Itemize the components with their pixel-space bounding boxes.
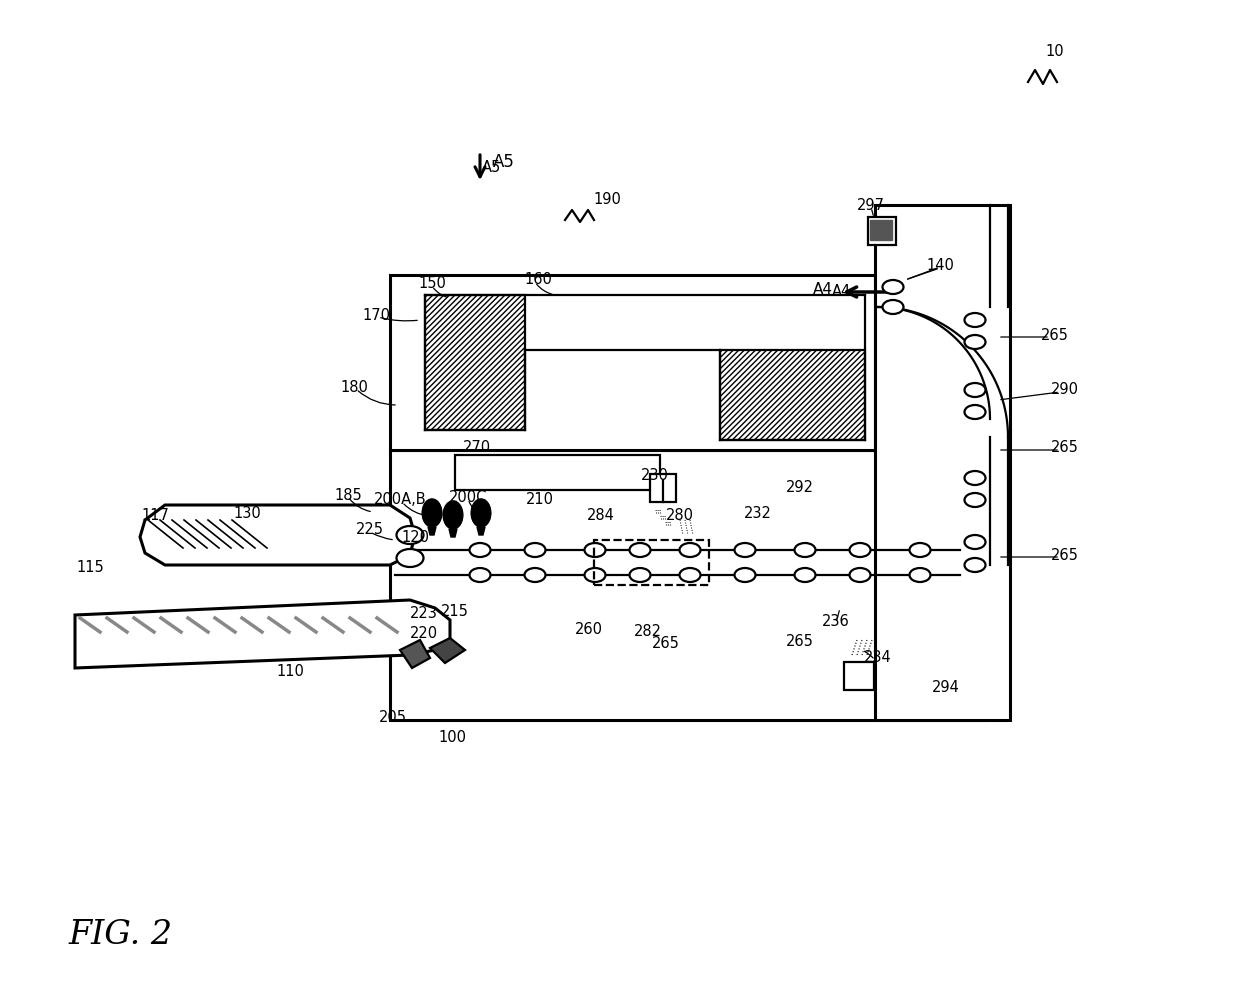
Text: A5: A5 (482, 161, 502, 176)
Text: 232: 232 (744, 506, 773, 521)
Text: 236: 236 (822, 614, 849, 629)
Ellipse shape (397, 549, 424, 567)
Ellipse shape (630, 543, 651, 557)
Text: 110: 110 (277, 663, 304, 678)
Text: 265: 265 (786, 634, 813, 648)
Ellipse shape (584, 568, 605, 582)
Text: A4: A4 (813, 282, 833, 298)
Polygon shape (430, 638, 465, 663)
Ellipse shape (965, 558, 986, 572)
Ellipse shape (965, 471, 986, 485)
Bar (391, 275, 875, 450)
Text: 205: 205 (379, 711, 407, 726)
Text: 292: 292 (786, 481, 813, 496)
Polygon shape (443, 501, 463, 529)
Text: 265: 265 (1052, 547, 1079, 562)
Ellipse shape (734, 568, 755, 582)
Text: 297: 297 (857, 198, 885, 213)
Polygon shape (74, 600, 450, 668)
Text: 150: 150 (418, 276, 446, 292)
Text: 160: 160 (525, 272, 552, 288)
Text: 230: 230 (641, 469, 668, 484)
Text: 140: 140 (926, 257, 954, 272)
Ellipse shape (470, 568, 491, 582)
Text: 284: 284 (587, 508, 615, 523)
Text: 170: 170 (362, 308, 391, 323)
Ellipse shape (883, 280, 904, 294)
Ellipse shape (965, 405, 986, 419)
Bar (868, 217, 897, 245)
Ellipse shape (965, 335, 986, 349)
Text: 265: 265 (1042, 328, 1069, 343)
Bar (455, 455, 660, 490)
Ellipse shape (680, 568, 701, 582)
Text: 290: 290 (1052, 382, 1079, 397)
Polygon shape (140, 505, 415, 565)
Text: 117: 117 (141, 508, 169, 523)
Ellipse shape (630, 568, 651, 582)
Ellipse shape (909, 543, 930, 557)
Text: 265: 265 (652, 636, 680, 650)
Ellipse shape (849, 543, 870, 557)
Text: 115: 115 (76, 559, 104, 575)
Text: 120: 120 (401, 529, 429, 544)
Text: 190: 190 (593, 193, 621, 208)
Text: 200A,B: 200A,B (373, 493, 427, 507)
Text: FIG. 2: FIG. 2 (68, 919, 172, 951)
Text: 180: 180 (340, 379, 368, 394)
Polygon shape (870, 220, 892, 240)
Ellipse shape (965, 493, 986, 507)
Ellipse shape (680, 543, 701, 557)
Text: 280: 280 (666, 508, 694, 523)
Ellipse shape (397, 526, 424, 544)
Text: 130: 130 (233, 505, 260, 520)
Ellipse shape (965, 383, 986, 397)
Polygon shape (428, 527, 436, 535)
Polygon shape (422, 499, 441, 527)
Text: 200C: 200C (449, 490, 487, 504)
Text: 265: 265 (1052, 441, 1079, 456)
Text: 100: 100 (438, 730, 466, 745)
Bar (425, 295, 525, 430)
Text: 270: 270 (463, 441, 491, 456)
Bar (720, 350, 866, 440)
Ellipse shape (965, 535, 986, 549)
Text: 260: 260 (575, 623, 603, 638)
Text: 234: 234 (864, 650, 892, 665)
Ellipse shape (525, 568, 546, 582)
Ellipse shape (883, 300, 904, 314)
Text: 282: 282 (634, 625, 662, 639)
Text: 220: 220 (410, 627, 438, 641)
Text: 215: 215 (441, 605, 469, 620)
Text: 225: 225 (356, 522, 384, 537)
Ellipse shape (795, 543, 816, 557)
Ellipse shape (849, 568, 870, 582)
Ellipse shape (584, 543, 605, 557)
Bar (875, 205, 1011, 720)
Polygon shape (401, 640, 430, 668)
Text: A4: A4 (832, 285, 852, 300)
Text: 185: 185 (334, 488, 362, 502)
Polygon shape (471, 499, 491, 527)
Bar (391, 450, 985, 720)
Ellipse shape (470, 543, 491, 557)
Ellipse shape (525, 543, 546, 557)
Ellipse shape (795, 568, 816, 582)
Polygon shape (449, 529, 458, 537)
Text: 294: 294 (932, 679, 960, 694)
Polygon shape (477, 527, 485, 535)
Bar (594, 540, 709, 585)
Bar (844, 662, 874, 690)
Ellipse shape (965, 313, 986, 327)
Bar (650, 474, 676, 502)
Text: 223: 223 (410, 607, 438, 622)
Text: 210: 210 (526, 493, 554, 507)
Ellipse shape (734, 543, 755, 557)
Ellipse shape (909, 568, 930, 582)
Text: 10: 10 (1045, 45, 1064, 60)
Text: A5: A5 (494, 153, 515, 171)
